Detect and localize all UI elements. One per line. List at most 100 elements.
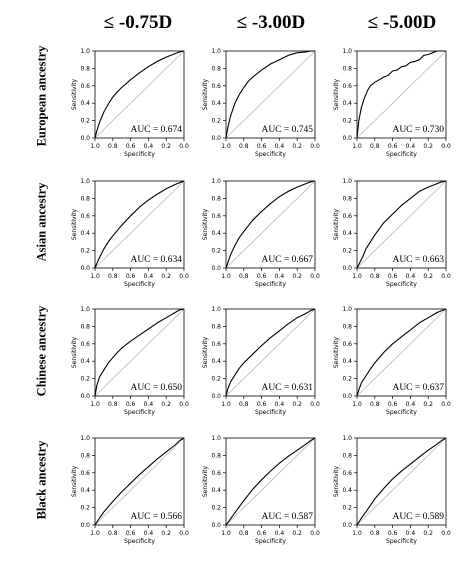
x-axis-label: Specificity	[386, 151, 417, 158]
y-tick-label: 0.0	[211, 265, 221, 272]
y-tick-label: 0.2	[80, 248, 90, 255]
x-tick-label: 0.8	[370, 143, 380, 150]
y-axis-label: Sensitivity	[71, 465, 78, 497]
plot-frame	[94, 50, 185, 139]
x-tick-label: 0.2	[292, 401, 302, 408]
y-tick-label: 0.8	[211, 452, 221, 459]
y-tick-label: 0.6	[342, 83, 352, 90]
roc-curve	[356, 180, 447, 269]
x-tick-label: 0.2	[161, 401, 171, 408]
x-tick-label: 1.0	[90, 401, 100, 408]
x-tick-label: 1.0	[221, 530, 231, 537]
y-tick-label: 0.0	[342, 522, 352, 529]
x-tick-label: 0.2	[423, 530, 433, 537]
roc-curve	[356, 437, 447, 526]
x-tick-label: 0.0	[310, 273, 320, 280]
auc-label: AUC = 0.587	[261, 512, 313, 522]
y-tick-label: 0.6	[80, 341, 90, 348]
plot-frame	[356, 180, 447, 269]
y-tick-label: 0.0	[211, 135, 221, 142]
y-tick-label: 1.0	[80, 306, 90, 313]
y-tick-label: 0.4	[342, 100, 352, 107]
auc-label: AUC = 0.650	[130, 383, 182, 393]
roc-curve	[225, 437, 316, 526]
y-tick-label: 0.6	[211, 470, 221, 477]
y-axis-label: Sensitivity	[333, 336, 340, 368]
y-tick-label: 0.4	[211, 100, 221, 107]
x-axis-label: Specificity	[124, 409, 155, 416]
y-tick-label: 0.4	[342, 358, 352, 365]
x-tick-label: 0.6	[126, 273, 136, 280]
y-tick-label: 0.0	[342, 393, 352, 400]
x-tick-label: 0.4	[275, 530, 285, 537]
auc-label: AUC = 0.634	[130, 255, 182, 265]
chance-line	[225, 50, 316, 139]
x-tick-label: 0.0	[441, 273, 451, 280]
roc-panel: 1.0 0.8 0.6 0.4 0.2 0.0 0.0 0.2 0.4 0.6 0.8 1.0 Spec…	[202, 306, 320, 416]
y-tick-label: 0.8	[80, 452, 90, 459]
chance-line	[94, 180, 185, 269]
y-tick-label: 0.8	[342, 323, 352, 330]
x-tick-label: 0.8	[370, 273, 380, 280]
x-tick-label: 0.2	[292, 143, 302, 150]
x-axis-label: Specificity	[124, 281, 155, 288]
x-tick-label: 0.0	[179, 401, 189, 408]
auc-label: AUC = 0.566	[130, 512, 182, 522]
x-tick-label: 0.0	[441, 530, 451, 537]
chance-line	[356, 308, 447, 397]
x-tick-label: 0.4	[144, 273, 154, 280]
auc-label: AUC = 0.637	[392, 383, 444, 393]
roc-panel: 1.0 0.8 0.6 0.4 0.2 0.0 0.0 0.2 0.4 0.6 0.8 1.0 Spec…	[333, 178, 451, 288]
x-axis-label: Specificity	[255, 538, 286, 545]
x-tick-label: 1.0	[90, 273, 100, 280]
y-axis-label: Sensitivity	[202, 465, 209, 497]
y-tick-label: 0.6	[211, 213, 221, 220]
auc-label: AUC = 0.745	[261, 125, 313, 135]
roc-curve	[94, 50, 185, 139]
y-tick-label: 0.8	[211, 195, 221, 202]
x-tick-label: 0.4	[406, 530, 416, 537]
roc-curve	[356, 50, 446, 139]
y-tick-label: 0.6	[80, 470, 90, 477]
x-tick-label: 0.2	[161, 530, 171, 537]
y-tick-label: 0.6	[211, 83, 221, 90]
y-axis-label: Sensitivity	[71, 78, 78, 110]
roc-curve	[94, 308, 185, 397]
x-tick-label: 1.0	[90, 530, 100, 537]
x-tick-label: 0.6	[257, 401, 267, 408]
auc-label: AUC = 0.667	[261, 255, 313, 265]
x-tick-label: 0.0	[310, 401, 320, 408]
y-tick-label: 0.2	[80, 505, 90, 512]
y-tick-label: 0.8	[342, 452, 352, 459]
y-tick-label: 1.0	[80, 48, 90, 55]
x-tick-label: 0.6	[126, 143, 136, 150]
plot-frame	[356, 308, 447, 397]
plot-frame	[225, 308, 316, 397]
y-axis-label: Sensitivity	[333, 208, 340, 240]
x-tick-label: 0.6	[388, 273, 398, 280]
x-tick-label: 0.2	[292, 530, 302, 537]
x-tick-label: 0.2	[161, 143, 171, 150]
column-header-5.00d: ≤ -5.00D	[367, 12, 437, 33]
y-tick-label: 0.4	[211, 487, 221, 494]
x-tick-label: 0.2	[423, 143, 433, 150]
roc-panel: 1.0 0.8 0.6 0.4 0.2 0.0 0.0 0.2 0.4 0.6 0.8 1.0 Spec…	[202, 48, 320, 158]
roc-panel: 1.0 0.8 0.6 0.4 0.2 0.0 0.0 0.2 0.4 0.6 0.8 1.0 Spec…	[71, 306, 189, 416]
y-tick-label: 0.2	[80, 376, 90, 383]
x-tick-label: 0.8	[370, 401, 380, 408]
chance-line	[356, 180, 447, 269]
y-tick-label: 0.8	[211, 323, 221, 330]
plot-frame	[356, 437, 447, 526]
x-tick-label: 0.2	[292, 273, 302, 280]
y-tick-label: 0.0	[211, 393, 221, 400]
auc-label: AUC = 0.730	[392, 125, 444, 135]
y-tick-label: 1.0	[342, 48, 352, 55]
y-tick-label: 0.8	[80, 195, 90, 202]
x-tick-label: 1.0	[221, 143, 231, 150]
roc-curve	[356, 308, 447, 397]
x-tick-label: 0.6	[126, 530, 136, 537]
roc-panel: 1.0 0.8 0.6 0.4 0.2 0.0 0.0 0.2 0.4 0.6 0.8 1.0 Spec…	[71, 435, 189, 545]
x-tick-label: 1.0	[352, 273, 362, 280]
auc-label: AUC = 0.663	[392, 255, 444, 265]
